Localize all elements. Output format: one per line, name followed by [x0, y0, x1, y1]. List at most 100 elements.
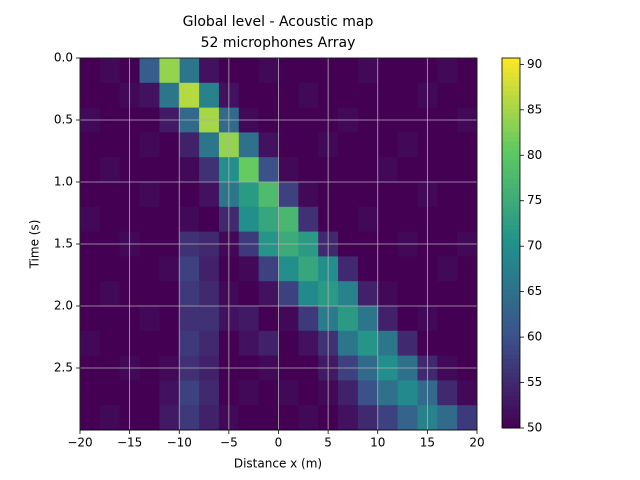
colorbar-segment [502, 354, 520, 360]
colorbar-segment [502, 358, 520, 364]
heat-cell [298, 157, 319, 183]
x-tick-label: −15 [117, 436, 142, 450]
heat-cell [298, 405, 319, 431]
heat-cell [159, 306, 180, 332]
colorbar-segment [502, 243, 520, 249]
heat-cell [457, 58, 478, 84]
heat-cell [258, 206, 279, 232]
heat-cell [298, 306, 319, 332]
heat-cell [397, 132, 418, 158]
heat-cell [298, 380, 319, 406]
colorbar-segment [502, 58, 520, 64]
heat-cell [99, 206, 121, 232]
heat-cell [238, 281, 260, 307]
colorbar-tick-label: 70 [527, 239, 542, 253]
colorbar-segment [502, 335, 520, 341]
heat-cell [99, 58, 121, 84]
heat-cell [139, 281, 160, 307]
heat-cell [377, 281, 398, 307]
heat-cell [159, 330, 180, 356]
heat-cell [377, 405, 398, 431]
chart-title: Global level - Acoustic map [183, 14, 374, 30]
heat-cell [258, 405, 279, 431]
colorbar-segment [502, 418, 520, 424]
heat-cell [99, 281, 121, 307]
heat-cell [199, 82, 220, 108]
heat-cell [179, 82, 200, 108]
colorbar-segment [502, 224, 520, 230]
heat-cell [298, 281, 319, 307]
heat-cell [238, 330, 260, 356]
colorbar-segment [502, 215, 520, 221]
colorbar-segment [502, 363, 520, 369]
heat-cell [179, 182, 200, 208]
heat-cell [397, 82, 418, 108]
colorbar-segment [502, 108, 520, 114]
colorbar-segment [502, 219, 520, 225]
heat-cell [258, 380, 279, 406]
colorbar-segment [502, 247, 520, 253]
colorbar-segment [502, 386, 520, 392]
heat-cell [298, 182, 319, 208]
colorbar-segment [502, 71, 520, 77]
heat-cell [179, 206, 200, 232]
heat-cell [80, 132, 101, 158]
colorbar-segment [502, 395, 520, 401]
heat-cell [357, 82, 379, 108]
heat-cell [139, 206, 160, 232]
heat-cell [238, 256, 260, 282]
colorbar-segment [502, 136, 520, 142]
heat-cell [80, 281, 101, 307]
colorbar-segment [502, 141, 520, 147]
heat-cell [397, 256, 418, 282]
colorbar-segment [502, 414, 520, 420]
colorbar-segment [502, 169, 520, 175]
heat-cell [437, 405, 458, 431]
x-tick-label: −5 [220, 436, 238, 450]
heat-cell [99, 330, 121, 356]
colorbar-segment [502, 372, 520, 378]
heat-cell [139, 256, 160, 282]
colorbar-segment [502, 85, 520, 91]
y-tick-label: 1.0 [54, 175, 73, 189]
heat-cell [139, 132, 160, 158]
heat-cell [357, 405, 379, 431]
colorbar-segment [502, 145, 520, 151]
colorbar-segment [502, 423, 520, 429]
heat-cell [377, 206, 398, 232]
heat-cell [397, 405, 418, 431]
colorbar-tick-label: 50 [527, 421, 542, 435]
heat-cell [159, 182, 180, 208]
heat-cell [278, 157, 299, 183]
heat-cell [397, 58, 418, 84]
heat-cell [99, 380, 121, 406]
heat-cell [437, 306, 458, 332]
heat-cell [278, 132, 299, 158]
heat-cell [357, 256, 379, 282]
x-tick-label: 10 [370, 436, 385, 450]
colorbar-frame [501, 57, 521, 429]
heat-cell [238, 206, 260, 232]
heat-cell [338, 405, 359, 431]
heat-cell [278, 58, 299, 84]
heat-cell [99, 306, 121, 332]
heat-cell [298, 206, 319, 232]
heat-cell [238, 405, 260, 431]
heat-cell [159, 132, 180, 158]
heat-cell [258, 157, 279, 183]
heat-cell [377, 132, 398, 158]
colorbar-segment [502, 210, 520, 216]
heat-cell [159, 58, 180, 84]
colorbar-segment [502, 99, 520, 105]
heat-cell [139, 380, 160, 406]
heat-cell [377, 306, 398, 332]
x-tick-label: −20 [67, 436, 92, 450]
heat-cell [397, 182, 418, 208]
heat-cell [258, 182, 279, 208]
heat-cell [179, 157, 200, 183]
heat-cell [457, 380, 478, 406]
colorbar-segment [502, 280, 520, 286]
heat-cell [437, 157, 458, 183]
heat-cell [99, 256, 121, 282]
colorbar-segment [502, 187, 520, 193]
